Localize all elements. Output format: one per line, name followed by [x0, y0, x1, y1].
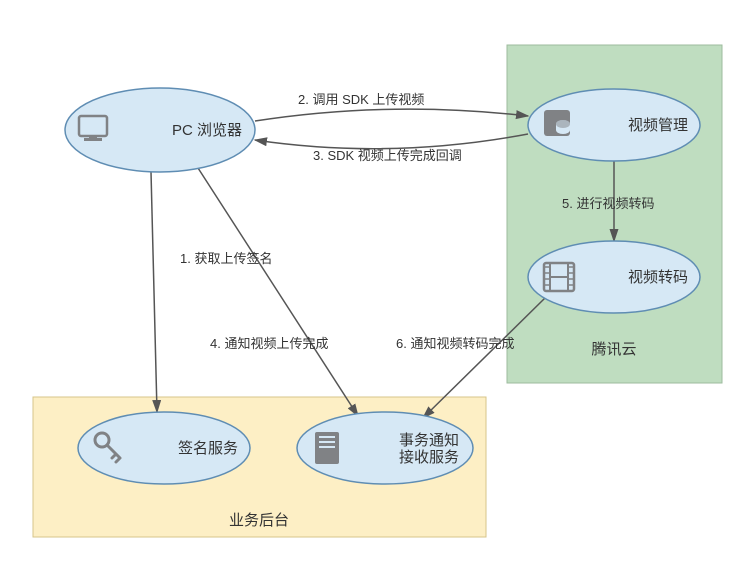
node-vtrans-label: 视频转码: [628, 269, 688, 286]
edge-e3: [255, 134, 528, 149]
db-icon: [544, 110, 570, 136]
node-browser: PC 浏览器: [65, 88, 255, 172]
edge-e2-label: 2. 调用 SDK 上传视频: [298, 92, 424, 107]
node-browser-label: PC 浏览器: [172, 122, 242, 139]
node-signsvc-label: 签名服务: [178, 440, 238, 457]
edge-e3-label: 3. SDK 视频上传完成回调: [313, 148, 462, 163]
node-vmgmt: 视频管理: [528, 89, 700, 161]
node-vmgmt-label: 视频管理: [628, 117, 688, 134]
edge-e4-label: 4. 通知视频上传完成: [210, 336, 328, 351]
node-notify-label2: 接收服务: [399, 449, 459, 466]
node-signsvc: 签名服务: [78, 412, 250, 484]
edge-e1-label: 1. 获取上传签名: [180, 251, 272, 266]
edge-e1: [151, 172, 157, 412]
region-business-label: 业务后台: [229, 512, 289, 529]
edge-e2: [255, 109, 528, 121]
edge-e6-label: 6. 通知视频转码完成: [396, 336, 514, 351]
edge-e4: [198, 168, 358, 416]
region-cloud-label: 腾讯云: [591, 341, 636, 358]
server-icon: [315, 432, 339, 464]
node-notify-label: 事务通知: [399, 432, 459, 449]
node-notify: 事务通知接收服务: [297, 412, 473, 484]
edge-e5-label: 5. 进行视频转码: [562, 196, 654, 211]
node-vtrans: 视频转码: [528, 241, 700, 313]
